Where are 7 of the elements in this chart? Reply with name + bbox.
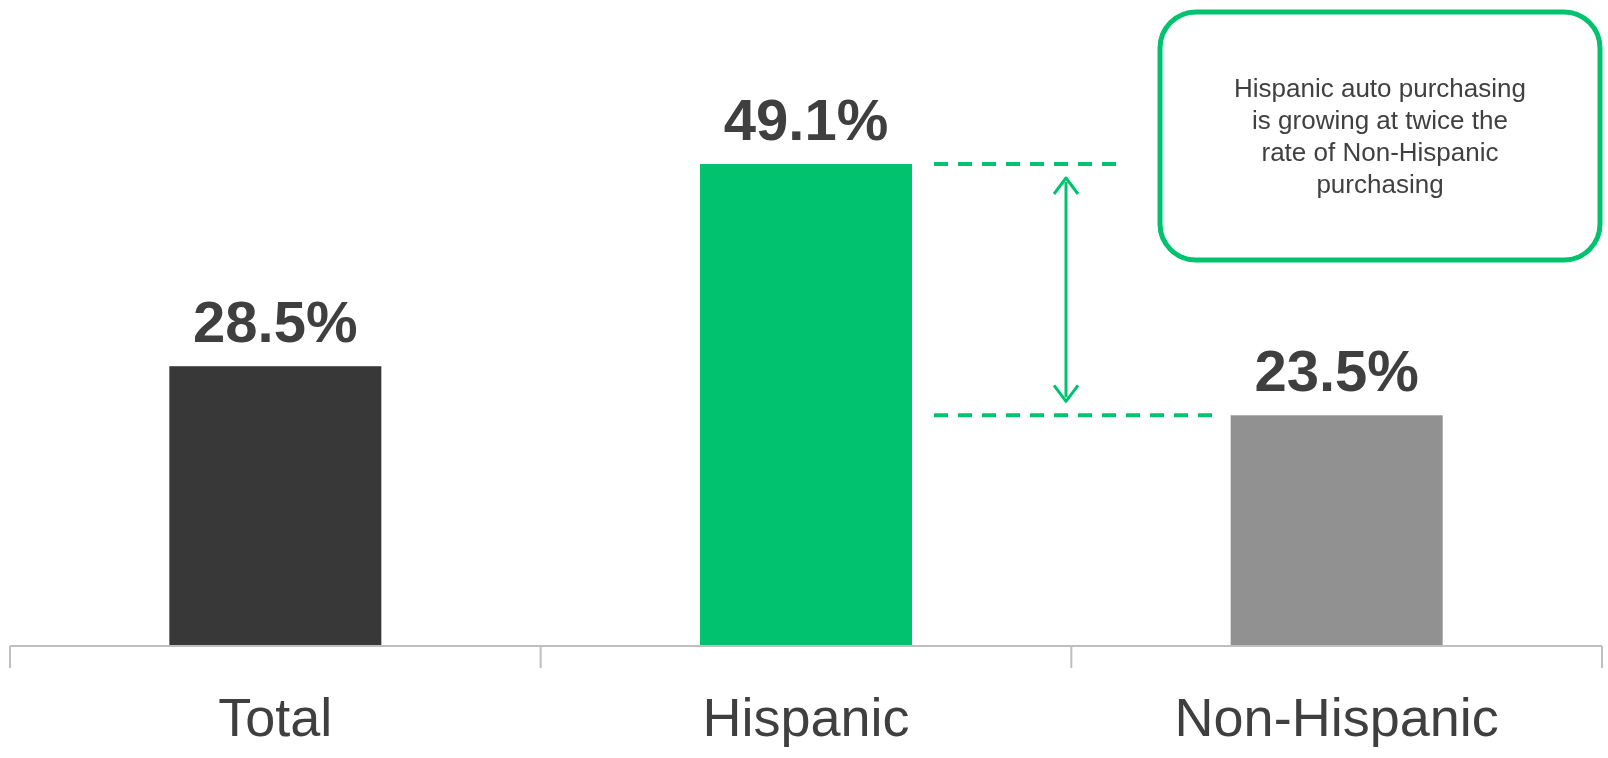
annotation: Hispanic auto purchasing is growing at twice the rate of Non-Hispanic purchasing <box>1234 73 1526 199</box>
data-label: 23.5% <box>1254 338 1419 404</box>
data-label: 49.1% <box>723 87 889 152</box>
x-tick-label: Non-Hispanic <box>1174 687 1499 747</box>
x-tick-label: Hispanic <box>702 687 910 747</box>
x-tick-label: Total <box>218 687 333 747</box>
data-label: 28.5% <box>193 289 358 355</box>
